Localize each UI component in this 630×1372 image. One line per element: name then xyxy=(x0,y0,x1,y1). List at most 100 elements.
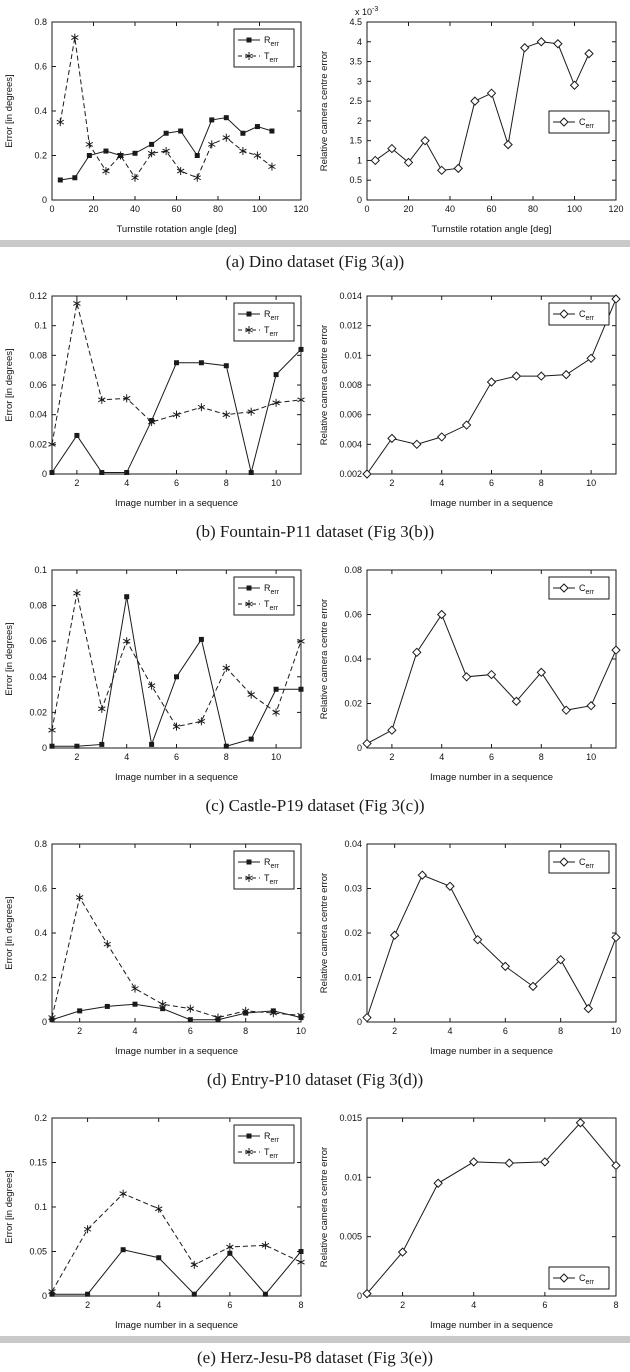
x-axis-label: Image number in a sequence xyxy=(115,1320,238,1331)
diamond-marker xyxy=(397,1247,408,1257)
x-tick-label: 80 xyxy=(213,204,223,214)
asterisk-marker xyxy=(162,147,170,156)
caption-herz-jesu: (e) Herz-Jesu-P8 dataset (Fig 3(e)) xyxy=(196,1347,434,1367)
asterisk-marker xyxy=(73,299,81,308)
square-marker xyxy=(187,1017,193,1023)
asterisk-marker xyxy=(176,167,185,176)
y-axis-label: Relative camera centre error xyxy=(319,873,330,993)
x-tick-label: 4 xyxy=(439,752,444,762)
x-tick-label: 8 xyxy=(613,1300,618,1310)
fountain-charts: 2 4 6 8 10 0 0.02 0.04 0.06 0.08 0.1 0.12 Image numb… xyxy=(0,276,630,514)
asterisk-marker xyxy=(48,1013,56,1022)
series-c_err xyxy=(370,37,594,176)
asterisk-marker xyxy=(272,708,280,717)
asterisk-marker xyxy=(268,162,276,171)
diamond-marker xyxy=(536,371,547,381)
series-t_err xyxy=(48,299,305,449)
x-tick-label: 10 xyxy=(271,752,281,762)
y-tick-label: 0.12 xyxy=(29,291,47,301)
x-tick-label: 6 xyxy=(174,752,179,762)
asterisk-marker xyxy=(247,690,255,699)
square-marker xyxy=(132,1001,138,1007)
y-tick-label: 0.008 xyxy=(339,380,362,390)
x-tick-label: 4 xyxy=(439,478,444,488)
x-tick-label: 6 xyxy=(188,1026,193,1036)
y-tick-label: 0.2 xyxy=(34,1113,47,1123)
diamond-marker xyxy=(470,96,480,106)
square-marker xyxy=(246,37,252,43)
diamond-marker xyxy=(472,934,483,945)
y-axis-exponent: x 10-3 xyxy=(355,6,378,17)
square-marker xyxy=(227,1250,233,1256)
square-marker xyxy=(74,432,80,438)
plot-box xyxy=(366,1117,617,1297)
dino-charts: 0 20 40 60 80 100 120 0 0.2 0.4 0.6 0.8 Turnstile ro… xyxy=(0,2,630,240)
diamond-marker xyxy=(583,1003,594,1014)
square-marker xyxy=(85,1291,91,1297)
x-tick-label: 4 xyxy=(132,1026,137,1036)
asterisk-marker xyxy=(56,118,65,127)
y-tick-label: 0.06 xyxy=(344,610,362,620)
diamond-marker xyxy=(559,857,569,867)
diamond-marker xyxy=(420,135,430,146)
entry-rotation-translation-error-chart: 2 4 6 8 10 0 0.2 0.4 0.6 0.8 Image number in a seq… xyxy=(4,839,306,1057)
x-tick-label: 20 xyxy=(88,204,98,214)
square-marker xyxy=(103,148,109,154)
diamond-marker xyxy=(433,1178,443,1188)
y-tick-label: 0.6 xyxy=(34,884,47,894)
asterisk-marker xyxy=(98,395,106,404)
y-axis-label: Error [in degrees] xyxy=(4,74,15,147)
diamond-marker xyxy=(559,309,569,319)
square-marker xyxy=(72,175,78,181)
diamond-marker xyxy=(389,930,400,940)
square-marker xyxy=(262,1291,268,1297)
asterisk-marker xyxy=(253,151,262,160)
x-tick-label: 40 xyxy=(130,204,140,214)
y-tick-label: 0.04 xyxy=(344,654,362,664)
asterisk-marker xyxy=(147,681,156,690)
diamond-marker xyxy=(362,469,372,479)
x-tick-label: 120 xyxy=(608,204,623,214)
diamond-marker xyxy=(417,870,428,880)
y-tick-label: 0.02 xyxy=(344,928,362,938)
square-marker xyxy=(132,150,138,156)
y-tick-label: 0 xyxy=(357,1291,362,1301)
square-marker xyxy=(174,674,179,680)
x-tick-label: 2 xyxy=(85,1300,90,1310)
square-marker xyxy=(248,470,254,476)
row-fountain: 2 4 6 8 10 0 0.02 0.04 0.06 0.08 0.1 0.12 Image numb… xyxy=(0,276,630,550)
square-marker xyxy=(57,177,63,183)
square-marker xyxy=(178,128,184,134)
y-tick-label: 0.004 xyxy=(339,439,362,449)
fountain-rotation-translation-error-chart: 2 4 6 8 10 0 0.02 0.04 0.06 0.08 0.1 0.12 Image numb… xyxy=(4,291,305,509)
asterisk-marker xyxy=(197,717,206,726)
x-tick-label: 10 xyxy=(296,1026,306,1036)
square-marker xyxy=(246,859,252,865)
asterisk-marker xyxy=(297,637,305,646)
diamond-marker xyxy=(362,1288,372,1299)
diamond-marker xyxy=(387,433,397,444)
y-tick-label: 3 xyxy=(357,76,362,86)
square-marker xyxy=(174,360,179,366)
caption-dino: (a) Dino dataset (Fig 3(a)) xyxy=(225,251,405,271)
diamond-marker xyxy=(611,932,621,943)
asterisk-marker xyxy=(272,398,280,407)
castle-charts: 2 4 6 8 10 0 0.02 0.04 0.06 0.08 0.1 Image number i… xyxy=(0,550,630,788)
x-tick-label: 10 xyxy=(611,1026,621,1036)
asterisk-marker xyxy=(73,589,81,598)
asterisk-marker xyxy=(269,1009,278,1018)
y-tick-label: 0.08 xyxy=(29,601,47,611)
diamond-marker xyxy=(412,439,422,450)
asterisk-marker xyxy=(197,403,206,412)
y-tick-label: 0.012 xyxy=(339,321,362,331)
diamond-marker xyxy=(500,961,511,972)
y-tick-label: 4.5 xyxy=(349,17,362,27)
x-tick-label: 0 xyxy=(49,204,54,214)
y-tick-label: 0 xyxy=(42,743,47,753)
series-c_err xyxy=(362,870,621,1023)
row-dino: 0 20 40 60 80 100 120 0 0.2 0.4 0.6 0.8 Turnstile ro… xyxy=(0,2,630,276)
y-tick-label: 0 xyxy=(357,195,362,205)
